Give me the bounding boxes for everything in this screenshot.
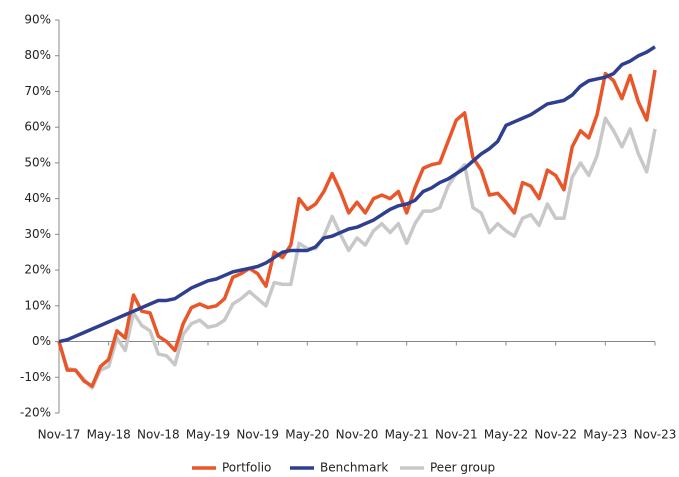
y-tick-label: 20%: [24, 263, 51, 277]
x-tick-label: Nov-20: [336, 428, 379, 442]
series-line: [58, 45, 656, 344]
series-line: [57, 116, 657, 390]
x-tick-label: Nov-22: [534, 428, 577, 442]
legend-label: Portfolio: [222, 461, 271, 475]
x-tick-label: Nov-17: [38, 428, 81, 442]
y-tick-label: 0%: [32, 334, 51, 348]
y-tick-label: 10%: [24, 298, 51, 312]
x-tick-label: May-19: [186, 428, 230, 442]
y-tick-label: 90%: [24, 13, 51, 27]
x-tick-label: May-23: [583, 428, 627, 442]
x-tick-label: Nov-21: [435, 428, 478, 442]
y-tick-label: 80%: [24, 48, 51, 62]
x-tick-label: May-22: [484, 428, 528, 442]
y-tick-label: 50%: [24, 155, 51, 169]
y-tick-label: 30%: [24, 227, 51, 241]
x-tick-label: Nov-23: [634, 428, 677, 442]
x-tick-label: Nov-18: [137, 428, 180, 442]
y-tick-label: 70%: [24, 84, 51, 98]
x-tick-label: May-20: [285, 428, 329, 442]
legend-label: Peer group: [430, 461, 495, 475]
x-tick-label: Nov-19: [236, 428, 279, 442]
y-tick-label: -20%: [20, 406, 51, 420]
x-tick-label: May-18: [87, 428, 131, 442]
y-tick-label: -10%: [20, 370, 51, 384]
series-line: [57, 69, 657, 388]
legend-label: Benchmark: [320, 461, 388, 475]
x-tick-label: May-21: [385, 428, 429, 442]
y-tick-label: 40%: [24, 191, 51, 205]
y-tick-label: 60%: [24, 120, 51, 134]
